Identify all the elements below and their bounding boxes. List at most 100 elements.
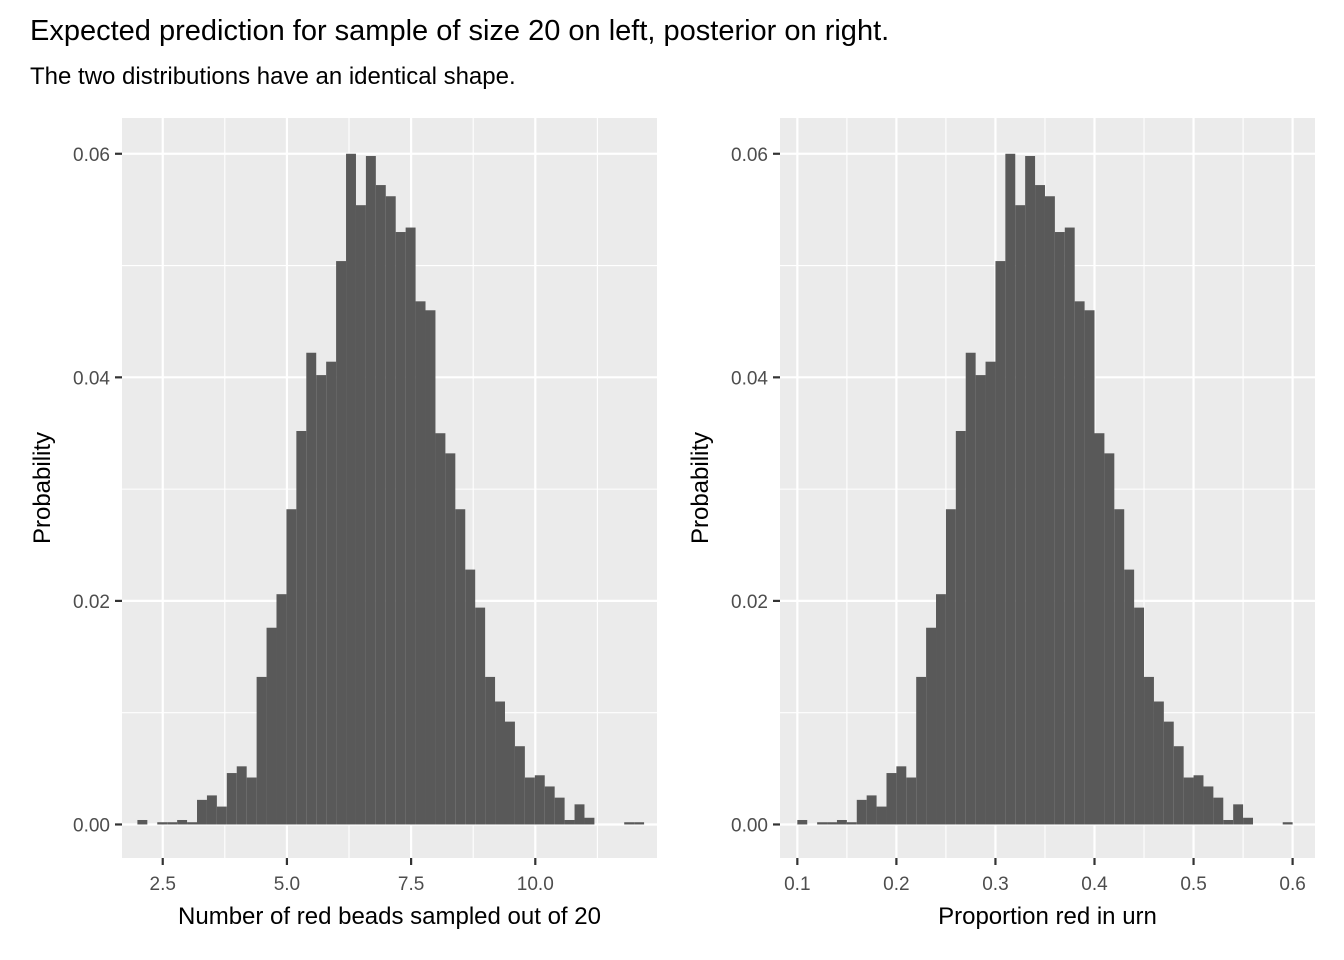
y-tick-label: 0.04: [73, 368, 110, 389]
histogram-bar: [1114, 509, 1125, 825]
histogram-bar: [1243, 817, 1253, 825]
histogram-bar: [355, 205, 366, 825]
histogram-bar: [634, 822, 645, 825]
histogram-bar: [524, 777, 535, 825]
histogram-bar: [955, 430, 966, 825]
histogram-bar: [866, 795, 877, 825]
histogram-bar: [1035, 185, 1045, 825]
y-tick-label: 0.04: [731, 368, 768, 389]
histogram-bar: [1084, 310, 1095, 825]
histogram-bar: [206, 795, 217, 825]
y-tick-label: 0.06: [73, 145, 110, 166]
histogram-bar: [455, 509, 466, 825]
histogram-bar: [1044, 196, 1055, 825]
x-tick-label: 0.3: [982, 874, 1008, 895]
histogram-bar: [157, 822, 168, 825]
histogram-bar: [395, 232, 406, 825]
histogram-bar: [1193, 775, 1204, 825]
right-x-axis-title: Proportion red in urn: [938, 903, 1157, 930]
histogram-bar: [266, 627, 277, 825]
histogram-bar: [1005, 153, 1016, 825]
histogram-bar: [1074, 301, 1085, 825]
histogram-bar: [584, 817, 595, 825]
histogram-bar: [1064, 227, 1075, 825]
histogram-bar: [514, 746, 525, 825]
x-tick-label: 0.4: [1081, 874, 1108, 895]
histogram-bar: [475, 607, 486, 825]
left-x-axis-title: Number of red beads sampled out of 20: [178, 903, 601, 930]
histogram-bar: [256, 676, 267, 825]
histogram-bar: [296, 430, 307, 825]
histogram-bar: [1183, 777, 1194, 825]
left-histogram-panel: 0.00 0.02 0.04 0.06 2.5 5.0 7.5 10.0 Number of r…: [29, 118, 657, 930]
histogram-bar: [965, 352, 976, 825]
histogram-bar: [1144, 676, 1154, 825]
histogram-bar: [916, 676, 927, 825]
histogram-bar: [187, 822, 198, 825]
x-tick-label: 0.2: [883, 874, 909, 895]
histogram-bar: [975, 375, 986, 825]
histogram-bar: [425, 310, 436, 825]
x-tick-label: 0.6: [1279, 874, 1305, 895]
histogram-bar: [1163, 721, 1174, 825]
figure-title: Expected prediction for sample of size 2…: [30, 15, 889, 47]
histogram-bar: [177, 819, 188, 825]
histogram-bar: [197, 799, 207, 825]
histogram-bar: [936, 594, 946, 825]
histogram-bar: [1015, 205, 1026, 825]
histogram-bar: [896, 766, 907, 825]
histogram-bar: [1282, 822, 1293, 825]
histogram-bar: [1094, 433, 1105, 825]
right-histogram-bars: [797, 153, 1293, 825]
x-tick-label: 7.5: [398, 874, 424, 895]
right-histogram-panel: 0.00 0.02 0.04 0.06 0.1 0.2 0.3 0.4 0.5 0.6 Propor…: [687, 118, 1315, 930]
y-tick-label: 0.06: [731, 145, 768, 166]
histogram-bar: [574, 804, 585, 825]
histogram-bar: [485, 676, 496, 825]
histogram-bar: [1134, 607, 1145, 825]
histogram-bar: [445, 453, 456, 825]
histogram-bar: [216, 806, 227, 825]
histogram-bar: [415, 301, 426, 825]
y-tick-label: 0.00: [731, 815, 768, 836]
histogram-bar: [945, 509, 956, 825]
histogram-bar: [985, 361, 996, 825]
histogram-bar: [1104, 453, 1115, 825]
histogram-bar: [926, 627, 937, 825]
histogram-bar: [167, 822, 178, 825]
histogram-bar: [365, 156, 376, 825]
histogram-bar: [246, 777, 257, 825]
histogram-bar: [385, 196, 396, 825]
x-tick-label: 5.0: [274, 874, 300, 895]
histogram-bar: [886, 773, 897, 825]
histogram-bar: [236, 766, 247, 825]
histogram-bar: [1213, 797, 1224, 825]
histogram-bar: [554, 797, 565, 825]
histogram-bar: [544, 786, 555, 825]
histogram-bar: [316, 375, 327, 825]
histogram-bar: [856, 799, 867, 825]
histogram-bar: [836, 819, 847, 825]
figure-subtitle: The two distributions have an identical …: [30, 63, 516, 90]
x-tick-label: 0.5: [1180, 874, 1206, 895]
histogram-bar: [375, 185, 386, 825]
x-tick-label: 0.1: [784, 874, 810, 895]
histogram-bar: [1223, 819, 1234, 825]
histogram-bar: [876, 806, 887, 825]
y-tick-label: 0.00: [73, 815, 110, 836]
histogram-bar: [495, 701, 505, 825]
histogram-bar: [624, 822, 635, 825]
histogram-bar: [564, 819, 575, 825]
histogram-bar: [504, 721, 515, 825]
histogram-bar: [1025, 156, 1036, 825]
histogram-bar: [286, 509, 297, 825]
histogram-bar: [1233, 804, 1244, 825]
x-tick-label: 10.0: [517, 874, 554, 895]
histogram-bar: [405, 227, 416, 825]
histogram-bar: [827, 822, 837, 825]
histogram-bar: [1203, 786, 1214, 825]
histogram-bar: [465, 569, 476, 825]
left-histogram-bars: [137, 153, 645, 825]
histogram-bar: [326, 361, 337, 825]
right-y-axis-title: Probability: [687, 432, 714, 544]
